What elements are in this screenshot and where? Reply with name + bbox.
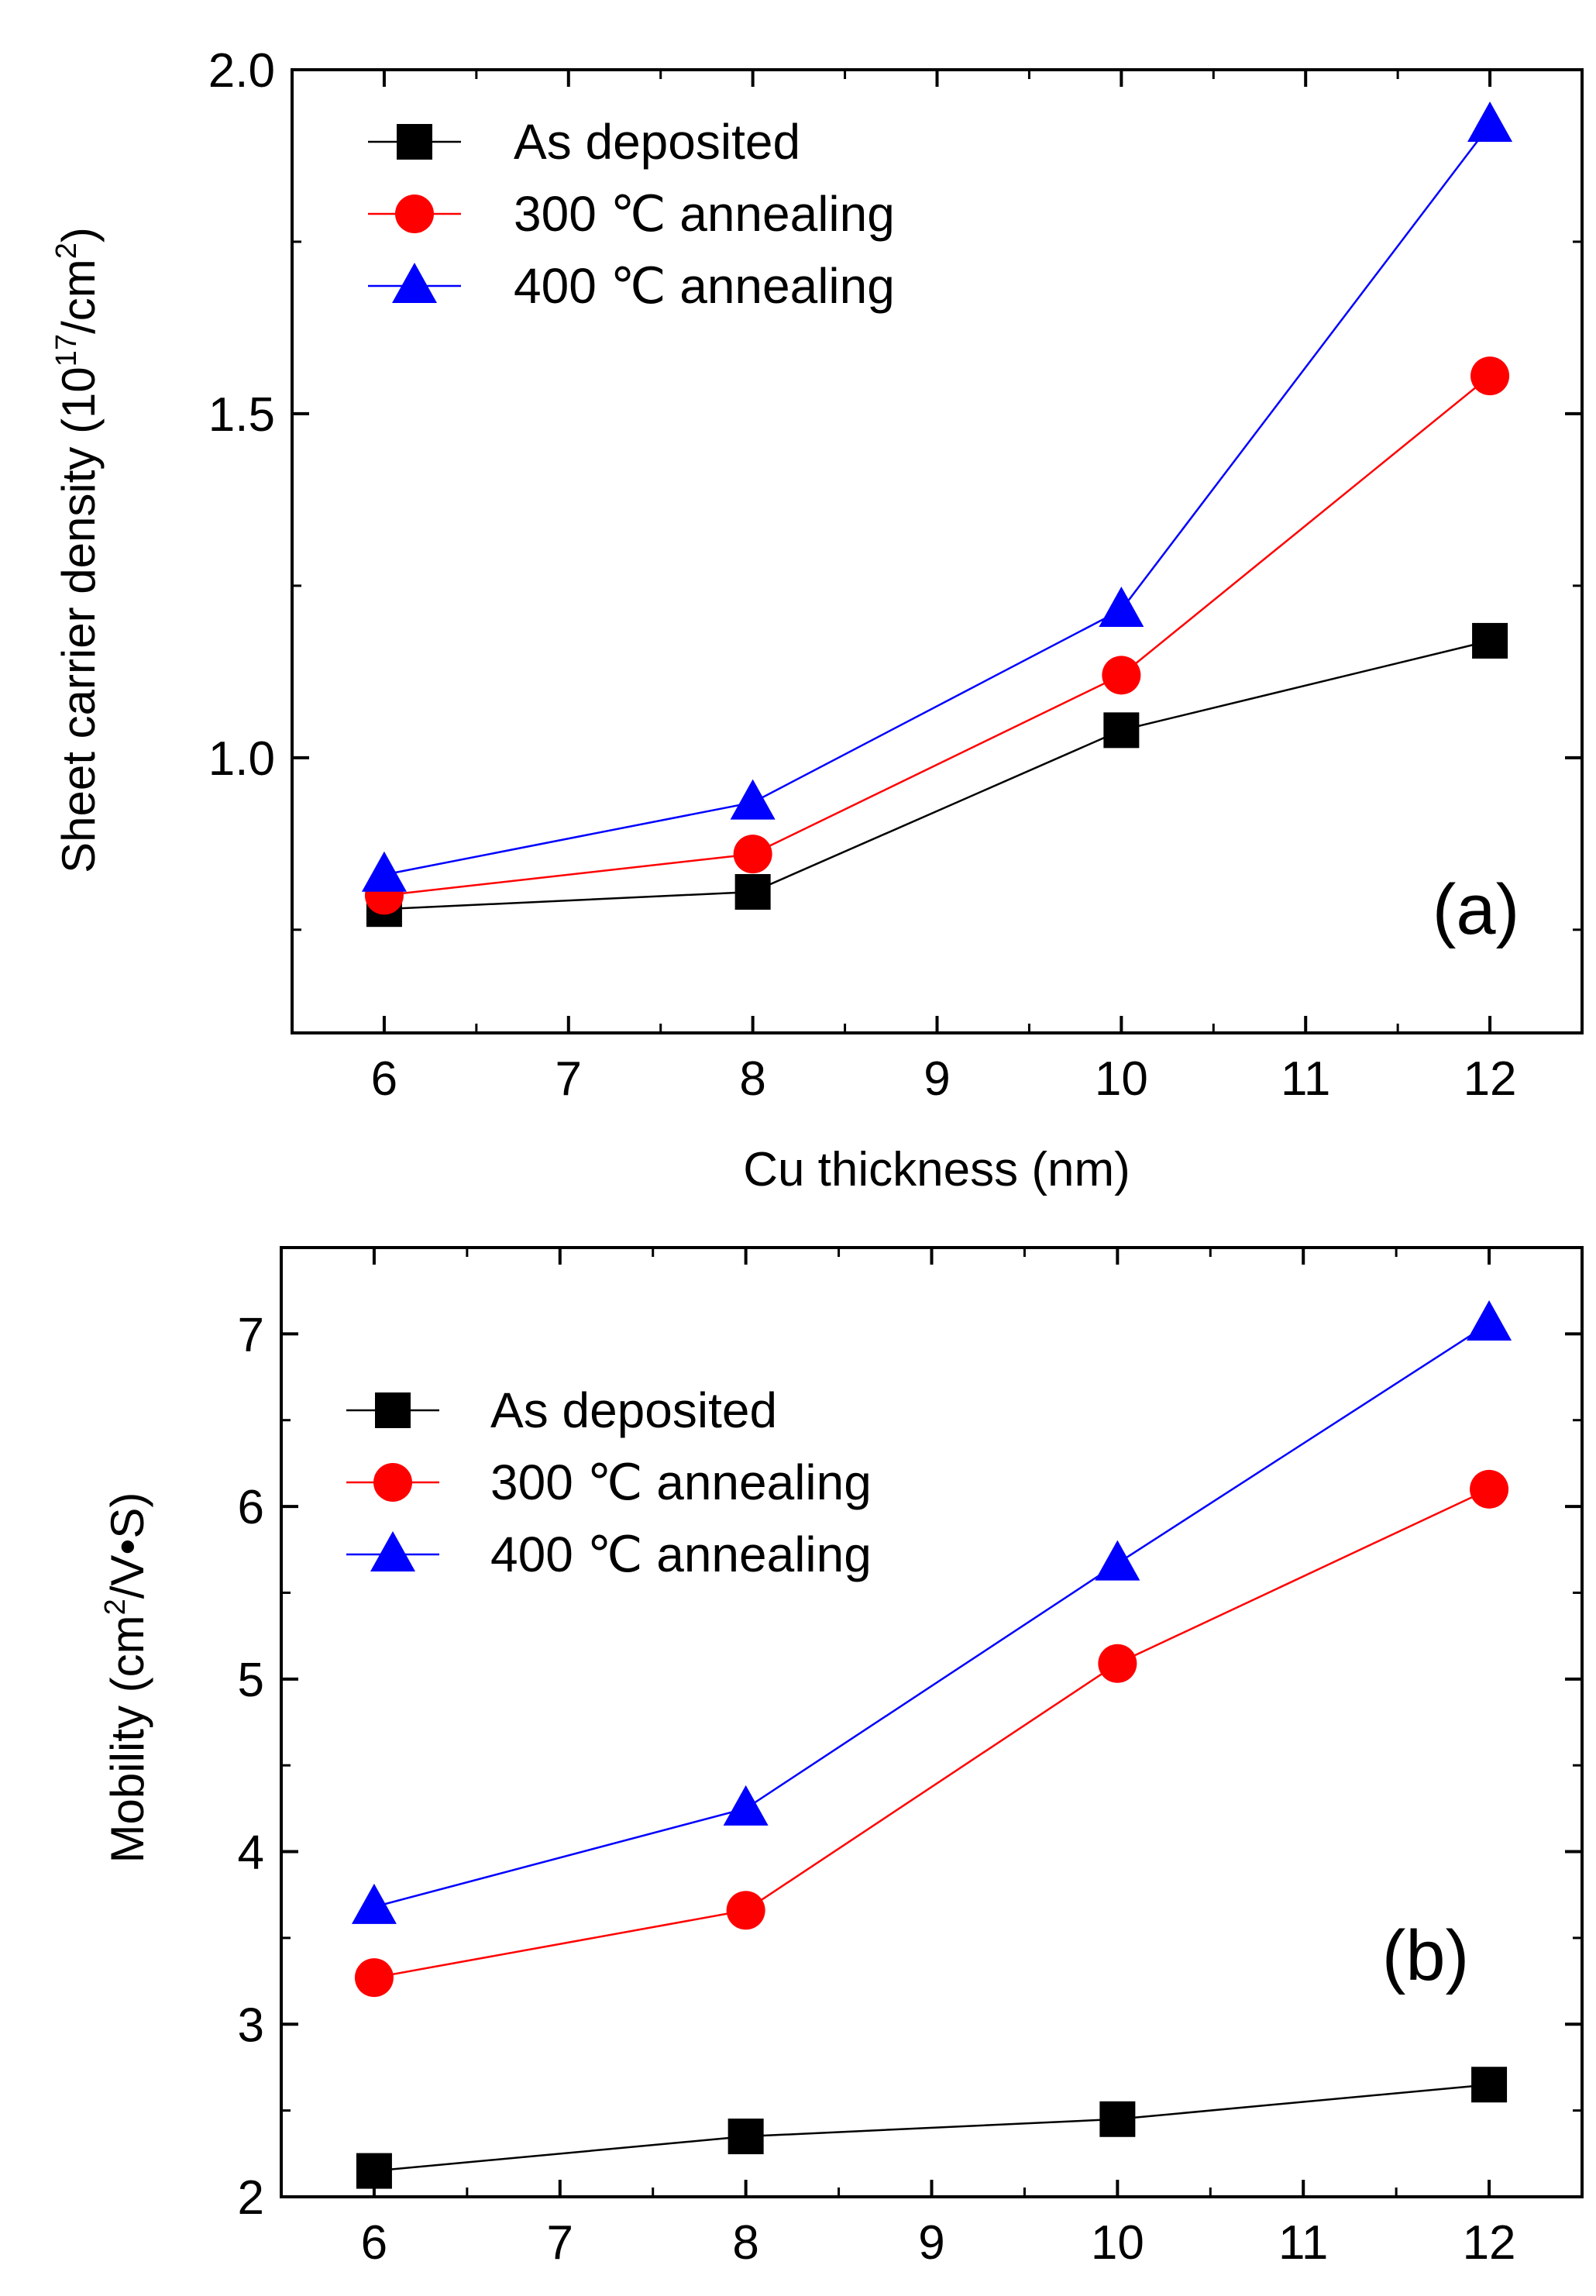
y-axis-label-sup: 2 bbox=[99, 1599, 132, 1615]
legend-label: 300 ℃ annealing bbox=[514, 186, 895, 242]
data-point-triangle bbox=[1099, 586, 1144, 627]
x-tick-label: 8 bbox=[732, 2216, 758, 2270]
series-line-1 bbox=[373, 1488, 1490, 1979]
x-tick-label: 7 bbox=[547, 2216, 573, 2270]
legend-marker-square bbox=[397, 124, 432, 160]
y-axis-label: Sheet carrier density (1017/cm2) bbox=[50, 227, 105, 873]
y-tick-label: 1.0 bbox=[208, 732, 275, 786]
data-point-circle bbox=[1470, 356, 1510, 396]
y-axis-label-sup: 2 bbox=[50, 243, 83, 259]
panel-label: (a) bbox=[1433, 870, 1519, 949]
x-axis-label: Cu thickness (nm) bbox=[743, 1143, 1130, 1196]
panel-a-chart: 6 7 8 9 10 11 12 1.0 1.5 2.0 Sheet carrier density… bbox=[50, 44, 1584, 1196]
data-point-circle bbox=[354, 1958, 394, 1998]
y-axis-label-main: Sheet carrier density (10 bbox=[53, 367, 105, 873]
legend-marker-triangle bbox=[370, 1531, 415, 1571]
data-point-square bbox=[1471, 2067, 1508, 2103]
x-tick-label: 9 bbox=[924, 1052, 950, 1106]
data-point-triangle bbox=[361, 851, 407, 892]
y-tick-label: 2 bbox=[238, 2171, 264, 2225]
y-axis-label-mid: /V•S) bbox=[101, 1492, 153, 1599]
data-point-circle bbox=[1102, 656, 1141, 695]
series-line-0 bbox=[384, 639, 1491, 910]
series-line-0 bbox=[373, 2083, 1490, 2172]
legend-marker-circle bbox=[395, 194, 434, 233]
legend-marker-triangle bbox=[392, 263, 437, 303]
legend-label: 400 ℃ annealing bbox=[490, 1527, 872, 1582]
data-point-circle bbox=[733, 835, 772, 874]
legend-label: As deposited bbox=[514, 114, 800, 170]
legend-marker-circle bbox=[373, 1463, 412, 1502]
legend-label: As deposited bbox=[490, 1382, 777, 1438]
x-tick-label: 9 bbox=[918, 2216, 944, 2270]
series-line-2 bbox=[384, 124, 1491, 876]
x-tick-label: 12 bbox=[1463, 2216, 1516, 2270]
x-tick-label: 10 bbox=[1095, 1052, 1148, 1106]
series-line-2 bbox=[373, 1322, 1490, 1909]
data-point-square bbox=[727, 2119, 764, 2155]
data-point-circle bbox=[1098, 1644, 1137, 1683]
legend-label: 400 ℃ annealing bbox=[514, 258, 895, 314]
x-tick-label: 12 bbox=[1464, 1052, 1517, 1106]
legend: As deposited 300 ℃ annealing 400 ℃ anneali… bbox=[368, 114, 895, 314]
data-point-triangle bbox=[1095, 1540, 1140, 1581]
y-axis-label: Mobility (cm2/V•S) bbox=[99, 1492, 153, 1864]
y-axis-label-mid: /cm bbox=[53, 259, 105, 334]
y-tick-label: 6 bbox=[238, 1481, 264, 1534]
y-tick-label: 5 bbox=[238, 1654, 264, 1707]
legend-label: 300 ℃ annealing bbox=[490, 1454, 872, 1510]
data-point-triangle bbox=[1467, 1300, 1512, 1341]
y-tick-label: 7 bbox=[238, 1308, 264, 1361]
legend: As deposited 300 ℃ annealing 400 ℃ anneali… bbox=[346, 1382, 872, 1582]
y-tick-label: 4 bbox=[238, 1826, 264, 1880]
x-tick-label: 11 bbox=[1281, 1052, 1330, 1106]
data-point-circle bbox=[1470, 1469, 1509, 1509]
data-point-square bbox=[1103, 712, 1140, 749]
y-tick-label: 1.5 bbox=[208, 388, 275, 442]
data-point-triangle bbox=[1467, 102, 1513, 143]
y-axis-label-main: Mobility (cm bbox=[101, 1615, 153, 1863]
data-point-square bbox=[356, 2153, 392, 2189]
y-axis-label-sup: 17 bbox=[50, 334, 83, 367]
data-point-triangle bbox=[351, 1883, 397, 1924]
y-tick-label: 2.0 bbox=[208, 44, 275, 98]
data-point-square bbox=[1472, 622, 1508, 659]
data-point-square bbox=[734, 873, 771, 910]
data-point-triangle bbox=[723, 1785, 769, 1826]
y-tick-label: 3 bbox=[238, 1998, 264, 2052]
data-point-triangle bbox=[730, 779, 776, 820]
x-tick-label: 6 bbox=[371, 1052, 397, 1106]
data-point-circle bbox=[726, 1891, 765, 1930]
x-tick-label: 6 bbox=[361, 2216, 387, 2270]
panel-label: (b) bbox=[1382, 1916, 1469, 1995]
series-line-1 bbox=[384, 375, 1491, 897]
x-tick-label: 7 bbox=[556, 1052, 582, 1106]
x-tick-label: 8 bbox=[739, 1052, 765, 1106]
x-tick-label: 10 bbox=[1091, 2216, 1144, 2270]
data-point-square bbox=[1099, 2101, 1136, 2137]
x-tick-label: 11 bbox=[1278, 2216, 1328, 2270]
legend-marker-square bbox=[375, 1392, 411, 1428]
y-axis-label-end: ) bbox=[53, 227, 105, 243]
